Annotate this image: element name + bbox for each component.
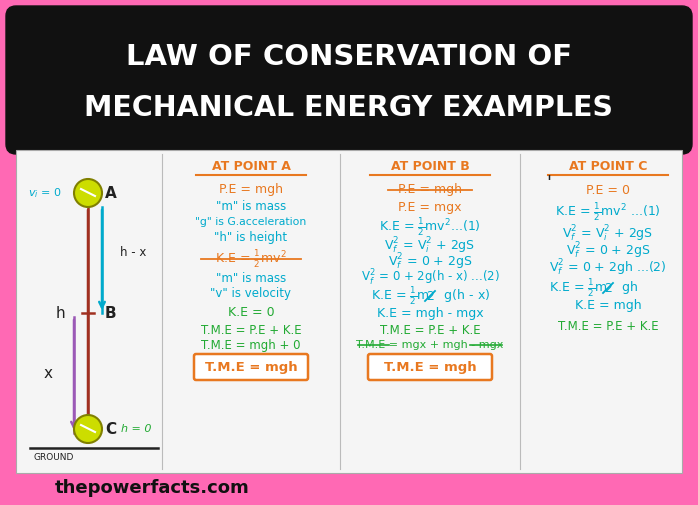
Text: T.M.E = P.E + K.E: T.M.E = P.E + K.E: [380, 324, 480, 336]
Text: $\,$ g(h - x): $\,$ g(h - x): [430, 287, 491, 305]
Text: "m" is mass: "m" is mass: [216, 200, 286, 214]
Text: ': ': [546, 174, 551, 192]
Text: K.E = $\frac{1}{2}$m: K.E = $\frac{1}{2}$m: [549, 277, 608, 299]
Text: T.M.E = P.E + K.E: T.M.E = P.E + K.E: [558, 321, 658, 333]
Text: T.M.E = mgx + mgh - mgx: T.M.E = mgx + mgh - mgx: [356, 340, 504, 350]
Text: A: A: [105, 185, 117, 200]
Text: K.E = $\frac{1}{2}$m: K.E = $\frac{1}{2}$m: [371, 285, 430, 307]
Text: 2: 2: [604, 281, 612, 294]
Circle shape: [74, 415, 102, 443]
Text: P.E = mgx: P.E = mgx: [399, 200, 462, 214]
Text: V$_f^2$ = V$_i^2$ + 2gS: V$_f^2$ = V$_i^2$ + 2gS: [385, 236, 475, 256]
Text: T.M.E = mgh: T.M.E = mgh: [205, 361, 297, 374]
FancyBboxPatch shape: [16, 150, 682, 473]
Circle shape: [74, 179, 102, 207]
Text: P.E = mgh: P.E = mgh: [398, 183, 462, 196]
Text: K.E = $\frac{1}{2}$mv$^2$ ...(1): K.E = $\frac{1}{2}$mv$^2$ ...(1): [555, 201, 661, 223]
Text: "v" is velocity: "v" is velocity: [211, 287, 292, 300]
Text: K.E = mgh: K.E = mgh: [574, 298, 641, 312]
FancyBboxPatch shape: [6, 6, 692, 154]
Text: K.E = $\frac{1}{2}$mv$^2$: K.E = $\frac{1}{2}$mv$^2$: [215, 248, 287, 270]
Text: T.M.E = mgh + 0: T.M.E = mgh + 0: [201, 338, 301, 351]
Text: B: B: [105, 306, 117, 321]
FancyBboxPatch shape: [368, 354, 492, 380]
Text: T.M.E = P.E + K.E: T.M.E = P.E + K.E: [201, 324, 302, 336]
Text: h = 0: h = 0: [121, 424, 151, 434]
Text: x: x: [43, 366, 52, 380]
Text: V$_f^2$ = 0 + 2g(h - x) ...(2): V$_f^2$ = 0 + 2g(h - x) ...(2): [361, 268, 499, 288]
Text: thepowerfacts.com: thepowerfacts.com: [55, 479, 250, 497]
Text: "g" is G.acceleration: "g" is G.acceleration: [195, 217, 306, 227]
Text: K.E = 0: K.E = 0: [228, 306, 274, 319]
Text: T.M.E = mgh: T.M.E = mgh: [384, 361, 476, 374]
Text: GROUND: GROUND: [33, 453, 73, 462]
Text: h: h: [55, 306, 65, 321]
Text: MECHANICAL ENERGY EXAMPLES: MECHANICAL ENERGY EXAMPLES: [84, 94, 614, 122]
Text: C: C: [105, 422, 116, 436]
Text: $\,$ gh: $\,$ gh: [608, 279, 639, 296]
Text: "m" is mass: "m" is mass: [216, 273, 286, 285]
Text: V$_f^2$ = 0 + 2gh ...(2): V$_f^2$ = 0 + 2gh ...(2): [549, 258, 667, 278]
Text: V$_f^2$ = V$_i^2$ + 2gS: V$_f^2$ = V$_i^2$ + 2gS: [563, 224, 653, 244]
Text: K.E = $\frac{1}{2}$mv$^2$...(1): K.E = $\frac{1}{2}$mv$^2$...(1): [379, 216, 481, 238]
Text: V$_f^2$ = 0 + 2gS: V$_f^2$ = 0 + 2gS: [388, 252, 473, 272]
Text: P.E = 0: P.E = 0: [586, 183, 630, 196]
Text: $v_i$ = 0: $v_i$ = 0: [28, 186, 61, 200]
Text: K.E = mgh - mgx: K.E = mgh - mgx: [377, 307, 483, 320]
FancyBboxPatch shape: [194, 354, 308, 380]
Text: AT POINT C: AT POINT C: [569, 161, 647, 174]
Text: "h" is height: "h" is height: [214, 230, 288, 243]
Text: 2: 2: [426, 289, 434, 302]
Text: AT POINT A: AT POINT A: [211, 161, 290, 174]
Text: AT POINT B: AT POINT B: [391, 161, 469, 174]
Text: h - x: h - x: [120, 246, 147, 260]
Text: LAW OF CONSERVATION OF: LAW OF CONSERVATION OF: [126, 43, 572, 71]
Text: P.E = mgh: P.E = mgh: [219, 183, 283, 196]
Text: V$_f^2$ = 0 + 2gS: V$_f^2$ = 0 + 2gS: [566, 241, 651, 261]
